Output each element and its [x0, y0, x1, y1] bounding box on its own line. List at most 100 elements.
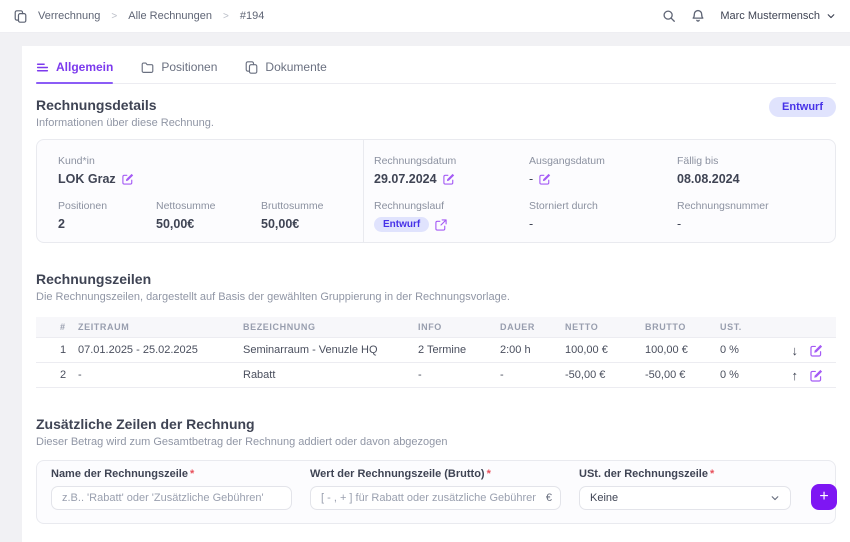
ust-select[interactable]: Keine	[579, 486, 791, 510]
table-row: 2 - Rabatt - - -50,00 € -50,00 € 0 % ↑	[36, 363, 836, 388]
field-label: Bruttosumme	[261, 200, 324, 212]
field-value-bruttosumme: 50,00€	[261, 217, 300, 231]
chevron-down-icon	[826, 11, 836, 21]
add-line-button[interactable]: +	[811, 484, 837, 510]
chevron-down-icon	[770, 493, 780, 503]
user-name: Marc Mustermensch	[720, 10, 820, 22]
topbar: Verrechnung > Alle Rechnungen > #194 Mar…	[0, 0, 850, 33]
external-link-icon[interactable]	[435, 218, 447, 231]
edit-icon[interactable]	[442, 173, 455, 185]
section-title-zusaetzliche-zeilen: Zusätzliche Zeilen der Rechnung	[36, 416, 255, 432]
field-label: Rechnungsdatum	[374, 155, 457, 167]
required-mark: *	[486, 468, 491, 480]
cell-bezeichnung: Rabatt	[243, 369, 276, 381]
move-down-icon[interactable]: ↓	[791, 342, 799, 358]
edit-icon[interactable]	[539, 173, 551, 185]
tab-allgemein[interactable]: Allgemein	[36, 60, 114, 84]
details-card: Kund*in LOK Graz Positionen 2 Nettosumme	[36, 139, 836, 243]
column-header-info: INFO	[418, 322, 442, 332]
column-header-ust: UST.	[720, 322, 742, 332]
field-value-kunde: LOK Graz	[58, 172, 116, 186]
section-subtitle: Die Rechnungszeilen, dargestellt auf Bas…	[36, 291, 510, 303]
cell-dauer: -	[500, 369, 504, 381]
field-label: Nettosumme	[156, 200, 216, 212]
cell-info: 2 Termine	[418, 344, 467, 356]
cell-info: -	[418, 369, 422, 381]
status-badge: Entwurf	[769, 97, 836, 117]
breadcrumb-separator: >	[111, 10, 118, 22]
field-label: Kund*in	[58, 155, 95, 167]
column-header-brutto: BRUTTO	[645, 322, 686, 332]
field-value-rechnungsdatum: 29.07.2024	[374, 172, 437, 186]
ust-select-value: Keine	[590, 492, 619, 504]
move-up-icon[interactable]: ↑	[791, 367, 799, 383]
search-icon[interactable]	[662, 9, 676, 23]
column-header-netto: NETTO	[565, 322, 599, 332]
currency-symbol: €	[545, 492, 552, 504]
tab-positionen[interactable]: Positionen	[141, 60, 217, 83]
cell-dauer: 2:00 h	[500, 344, 531, 356]
edit-icon[interactable]	[810, 344, 823, 357]
field-label: Ausgangsdatum	[529, 155, 605, 167]
cell-netto: 100,00 €	[565, 344, 608, 356]
cell-num: 1	[60, 344, 67, 356]
bell-icon[interactable]	[691, 9, 705, 23]
column-header-zeitraum: ZEITRAUM	[78, 322, 130, 332]
field-value-storniert-durch: -	[529, 217, 534, 231]
pages-icon	[245, 60, 258, 74]
tab-label: Dokumente	[265, 60, 327, 74]
list-icon	[36, 61, 49, 74]
folder-icon	[141, 61, 154, 74]
main-panel: Allgemein Positionen Dokumente Rechnungs…	[22, 46, 850, 542]
invoice-lines-table: # ZEITRAUM BEZEICHNUNG INFO DAUER NETTO …	[36, 317, 836, 388]
ust-field-label: USt. der Rechnungszeile	[579, 468, 708, 480]
field-value-ausgangsdatum: -	[529, 172, 534, 186]
tab-dokumente[interactable]: Dokumente	[245, 60, 327, 83]
field-label: Positionen	[58, 200, 108, 212]
section-title-rechnungsdetails: Rechnungsdetails	[36, 97, 157, 113]
required-mark: *	[189, 468, 195, 480]
column-header-num: #	[60, 322, 66, 332]
field-value-faellig-bis: 08.08.2024	[677, 172, 740, 186]
user-menu[interactable]: Marc Mustermensch	[720, 10, 836, 22]
required-mark: *	[709, 468, 715, 480]
rechnungslauf-badge: Entwurf	[374, 217, 430, 232]
cell-zeitraum: -	[78, 369, 82, 381]
tab-label: Allgemein	[56, 60, 114, 74]
section-title-rechnungszeilen: Rechnungszeilen	[36, 271, 152, 287]
pages-icon	[14, 9, 27, 23]
breadcrumb-separator: >	[223, 10, 229, 22]
field-label: Fällig bis	[677, 155, 719, 167]
column-header-bezeichnung: BEZEICHNUNG	[243, 322, 316, 332]
cell-ust: 0 %	[720, 344, 739, 356]
name-input[interactable]	[51, 486, 292, 510]
edit-icon[interactable]	[121, 173, 134, 185]
breadcrumb-item-alle-rechnungen[interactable]: Alle Rechnungen	[128, 10, 213, 22]
breadcrumb: Verrechnung > Alle Rechnungen > #194	[14, 9, 265, 23]
extra-line-form: Name der Rechnungszeile* Wert der Rechnu…	[36, 460, 837, 524]
tab-label: Positionen	[161, 60, 218, 74]
cell-brutto: -50,00 €	[645, 369, 686, 381]
section-subtitle: Dieser Betrag wird zum Gesamtbetrag der …	[36, 436, 448, 448]
name-field-label: Name der Rechnungszeile	[51, 468, 188, 480]
cell-num: 2	[60, 369, 67, 381]
wert-field-label: Wert der Rechnungszeile (Brutto)	[310, 468, 485, 480]
cell-ust: 0 %	[720, 369, 739, 381]
field-value-positionen: 2	[58, 217, 65, 231]
column-header-dauer: DAUER	[500, 322, 536, 332]
field-value-nettosumme: 50,00€	[156, 217, 195, 231]
wert-input[interactable]	[310, 486, 561, 510]
section-subtitle: Informationen über diese Rechnung.	[36, 117, 214, 129]
field-label: Rechnungslauf	[374, 200, 445, 212]
breadcrumb-item-verrechnung[interactable]: Verrechnung	[38, 10, 101, 22]
cell-zeitraum: 07.01.2025 - 25.02.2025	[78, 344, 198, 356]
edit-icon[interactable]	[810, 369, 823, 382]
field-label: Storniert durch	[529, 200, 598, 212]
table-row: 1 07.01.2025 - 25.02.2025 Seminarraum - …	[36, 338, 836, 363]
field-value-rechnungsnummer: -	[677, 217, 682, 231]
field-label: Rechnungsnummer	[677, 200, 769, 212]
tab-bar: Allgemein Positionen Dokumente	[36, 60, 836, 84]
breadcrumb-item-invoice-number[interactable]: #194	[239, 10, 265, 22]
cell-netto: -50,00 €	[565, 369, 606, 381]
cell-bezeichnung: Seminarraum - Venuzle HQ	[243, 344, 378, 356]
